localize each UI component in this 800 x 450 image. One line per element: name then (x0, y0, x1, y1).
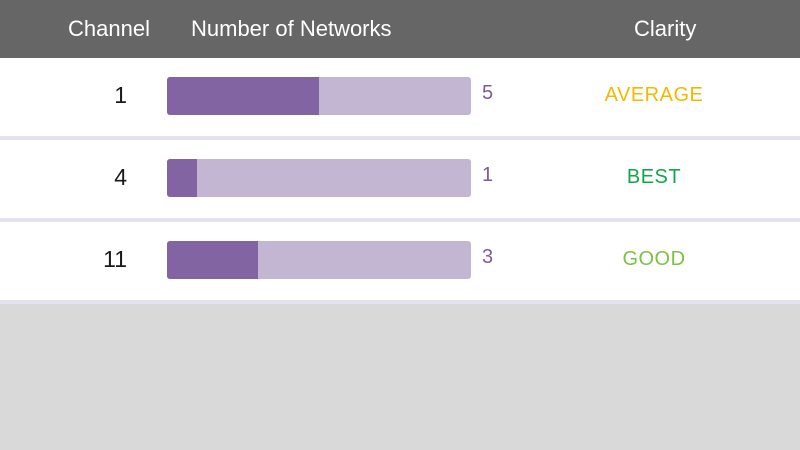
clarity-rating: GOOD (622, 248, 686, 270)
table-header: Channel Number of Networks Clarity (0, 0, 800, 58)
network-count: 5 (482, 82, 494, 104)
network-count-bar-fill (167, 159, 198, 197)
channel-number: 11 (103, 246, 127, 272)
channel-number: 1 (114, 82, 127, 108)
networks-column-header: Number of Networks (191, 16, 392, 41)
network-count-bar-fill (167, 241, 259, 279)
network-count-bar (167, 159, 471, 197)
channel-row[interactable]: 1 5 AVERAGE (0, 58, 800, 140)
clarity-column-header: Clarity (634, 16, 697, 41)
channel-list: 1 5 AVERAGE 4 1 BEST 11 3 GOOD (0, 58, 800, 304)
channel-column-header: Channel (68, 16, 150, 41)
clarity-rating: BEST (626, 166, 682, 188)
network-count-bar (167, 77, 471, 115)
channel-number: 4 (114, 164, 127, 190)
clarity-rating: AVERAGE (604, 84, 704, 106)
network-count-bar (167, 241, 471, 279)
channel-row[interactable]: 4 1 BEST (0, 140, 800, 222)
channel-row[interactable]: 11 3 GOOD (0, 222, 800, 304)
network-count: 1 (482, 164, 494, 186)
network-count: 3 (482, 246, 494, 268)
network-count-bar-fill (167, 77, 319, 115)
